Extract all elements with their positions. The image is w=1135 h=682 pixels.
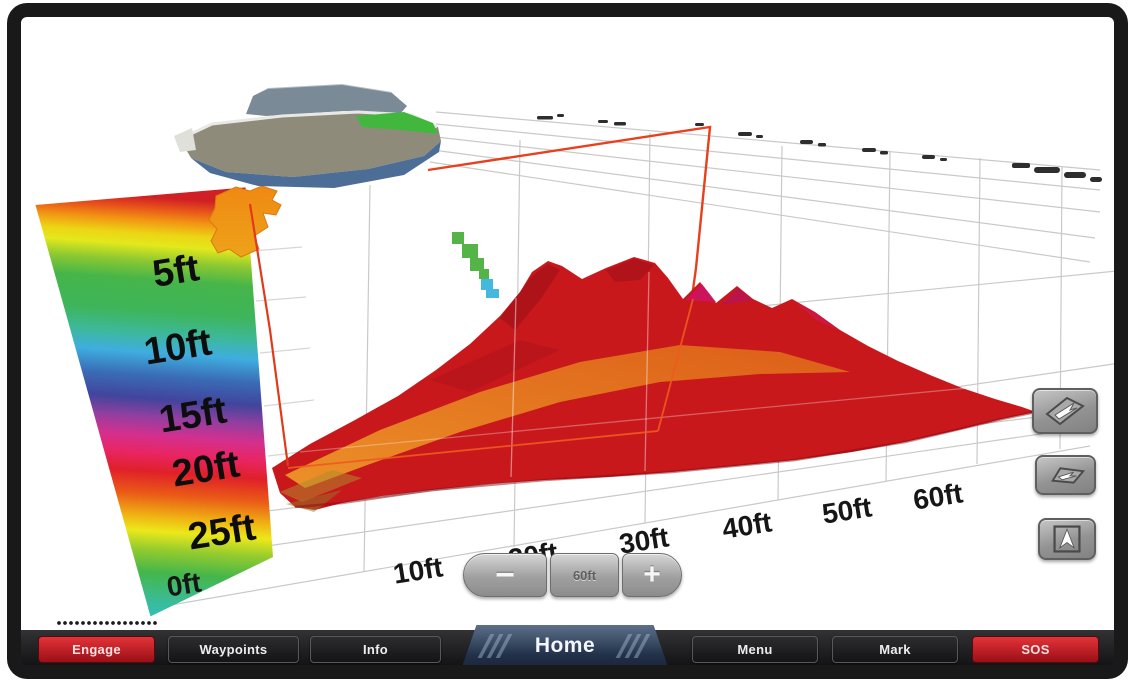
view-3d-low-arrow-icon <box>1050 467 1085 484</box>
view-3d-high-arrow-icon <box>1045 396 1085 426</box>
depth-label: 15ft <box>156 389 230 442</box>
depth-label: 10ft <box>141 321 215 374</box>
range-value: 60ft <box>550 553 619 597</box>
engage-button[interactable]: Engage <box>38 636 155 663</box>
display-area: 5ft 10ft 15ft 20ft 25ft 0ft 10ft <box>7 3 1128 679</box>
zoom-out-button[interactable]: − <box>463 553 547 597</box>
range-zoom-control: − 60ft + <box>463 553 683 599</box>
seafloor-terrain <box>272 257 1037 512</box>
view-3d-high-button[interactable] <box>1032 388 1098 434</box>
fish-markers-green <box>452 232 489 279</box>
fish-markers-cyan <box>481 279 499 298</box>
home-button-label: Home <box>534 634 596 657</box>
sos-button[interactable]: SOS <box>972 636 1099 663</box>
surface-tick-marks <box>537 114 1102 182</box>
dotted-strip <box>56 620 158 626</box>
menu-button[interactable]: Menu <box>692 636 818 663</box>
depth-label: 20ft <box>169 443 243 496</box>
bottom-toolbar: Engage Waypoints Info Home Menu Mark SOS <box>21 625 1114 667</box>
waypoints-button[interactable]: Waypoints <box>168 636 299 663</box>
view-3d-low-button[interactable] <box>1035 455 1096 495</box>
view-overhead-arrow-icon <box>1053 525 1081 553</box>
sonar-3d-scene <box>127 111 1128 610</box>
mark-button[interactable]: Mark <box>832 636 958 663</box>
home-button[interactable]: Home <box>462 625 668 667</box>
view-overhead-button[interactable] <box>1038 518 1096 560</box>
depth-label: 25ft <box>185 506 259 559</box>
distance-label: 0ft <box>164 566 204 603</box>
depth-label: 5ft <box>149 247 203 296</box>
info-button[interactable]: Info <box>310 636 441 663</box>
zoom-in-button[interactable]: + <box>622 553 682 597</box>
sonar-swath-outline-line <box>427 125 712 298</box>
